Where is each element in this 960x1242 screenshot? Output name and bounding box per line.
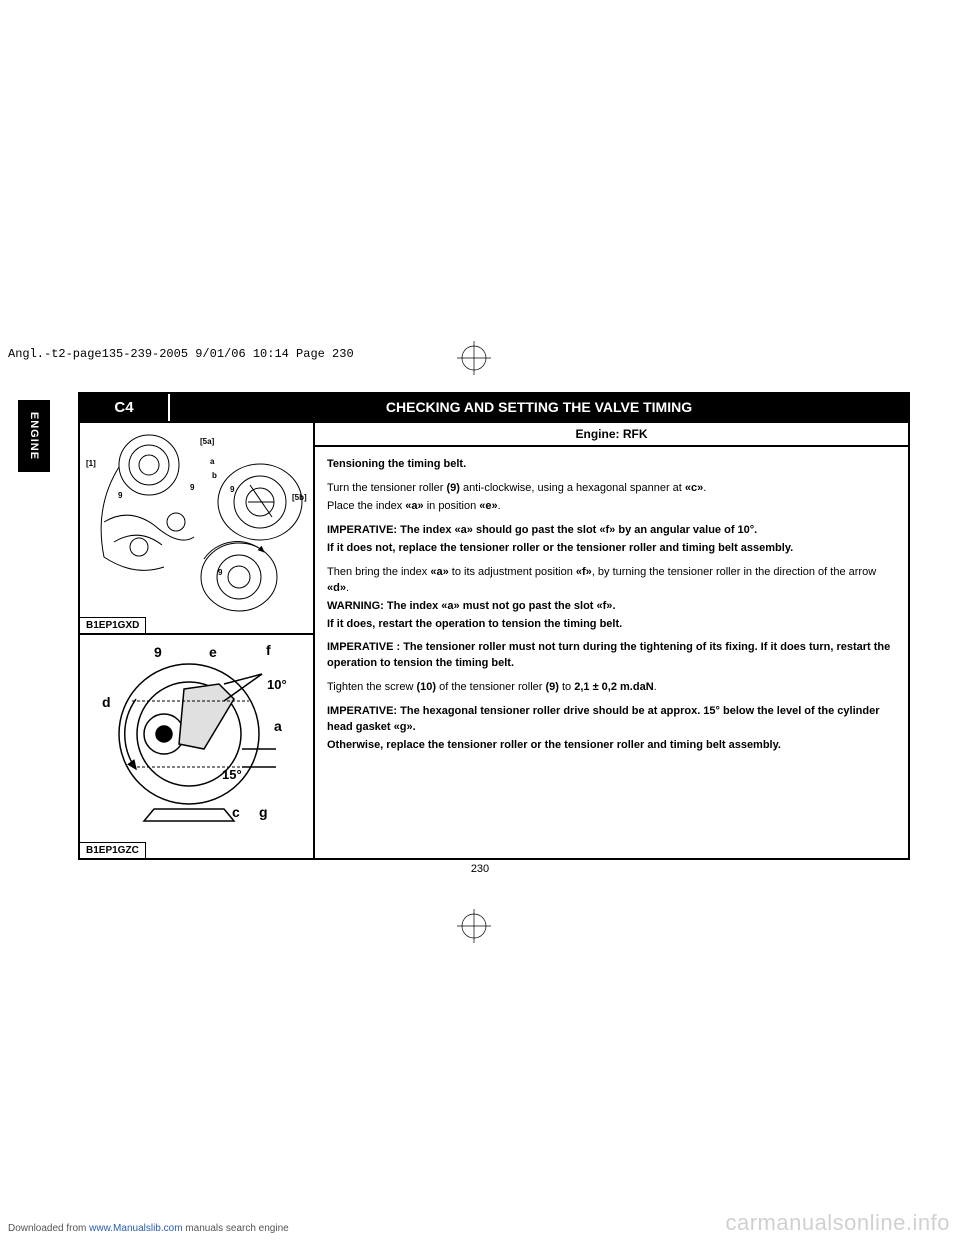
txt: . — [498, 500, 501, 512]
header-row: C4 CHECKING AND SETTING THE VALVE TIMING — [80, 394, 908, 423]
engine-row: Engine: RFK — [315, 423, 908, 447]
page-frame: C4 CHECKING AND SETTING THE VALVE TIMING — [78, 392, 910, 860]
txt: . — [346, 582, 349, 594]
footer-link[interactable]: www.Manualslib.com — [89, 1223, 182, 1234]
crop-mark-top — [457, 341, 491, 380]
figures-column: [1] [5a] [5b] a b 9 9 9 9 B1EP1GXD — [80, 423, 313, 858]
txt: «e» — [479, 500, 497, 512]
crop-mark-bottom — [457, 909, 491, 948]
figure-1-svg — [84, 427, 309, 615]
p-tensioning-title: Tensioning the timing belt. — [327, 457, 896, 473]
txt: must not go past the slot — [460, 600, 597, 612]
txt: should go past the slot — [473, 524, 600, 536]
txt: «a» — [430, 566, 448, 578]
txt: «d» — [327, 582, 346, 594]
fig1-label-5a: [5a] — [200, 437, 214, 446]
txt: of the tensioner roller — [436, 681, 545, 693]
txt: «a» — [455, 524, 473, 536]
p-tighten: Tighten the screw (10) of the tensioner … — [327, 680, 896, 696]
txt: to its adjustment position — [449, 566, 576, 578]
fig2-label-f: f — [266, 642, 271, 658]
txt: 2,1 ± 0,2 m.daN — [574, 681, 653, 693]
p-if-not: If it does not, replace the tensioner ro… — [327, 541, 896, 557]
fig1-label-a: a — [210, 457, 214, 466]
txt: Turn the tensioner roller — [327, 482, 446, 494]
txt: . — [413, 721, 416, 733]
fig1-label-b: b — [212, 471, 217, 480]
txt: IMPERATIVE: The index — [327, 524, 455, 536]
txt: . — [703, 482, 706, 494]
fig1-label-9-4: 9 — [218, 568, 222, 577]
header-model: C4 — [80, 394, 170, 421]
text-body: Tensioning the timing belt. Turn the ten… — [315, 447, 908, 770]
txt: «a» — [441, 600, 459, 612]
fig2-label-d: d — [102, 694, 111, 710]
figure-1: [1] [5a] [5b] a b 9 9 9 9 B1EP1GXD — [80, 423, 313, 635]
fig1-label-1: [1] — [86, 459, 96, 468]
body-row: [1] [5a] [5b] a b 9 9 9 9 B1EP1GXD — [80, 423, 908, 858]
fig2-label-g: g — [259, 804, 268, 820]
txt: «f» — [599, 524, 615, 536]
figure-2-caption: B1EP1GZC — [80, 842, 146, 858]
page-number: 230 — [0, 863, 960, 875]
p-if-does: If it does, restart the operation to ten… — [327, 617, 896, 633]
txt: in position — [424, 500, 480, 512]
fig2-label-a: a — [274, 718, 282, 734]
fig2-label-c: c — [232, 804, 240, 820]
txt: , by turning the tensioner roller in the… — [592, 566, 876, 578]
txt: WARNING: The index — [327, 600, 441, 612]
sidebar-tab-engine: ENGINE — [18, 400, 50, 472]
p-imperative-2: IMPERATIVE : The tensioner roller must n… — [327, 640, 896, 672]
p-place-index: Place the index «a» in position «e». — [327, 499, 896, 515]
p-imperative-1: IMPERATIVE: The index «a» should go past… — [327, 523, 896, 539]
txt: Tighten the screw — [327, 681, 416, 693]
figure-2: 9 e f d 10° a 15° c g B1EP1GZC — [80, 635, 313, 858]
fig2-label-e: e — [209, 644, 217, 660]
text-column: Engine: RFK Tensioning the timing belt. … — [313, 423, 908, 858]
txt: (10) — [416, 681, 436, 693]
figure-1-caption: B1EP1GXD — [80, 617, 146, 633]
txt: (9) — [446, 482, 459, 494]
fig1-label-9-3: 9 — [230, 485, 234, 494]
fig1-label-9-2: 9 — [190, 483, 194, 492]
txt: Place the index — [327, 500, 405, 512]
p-otherwise: Otherwise, replace the tensioner roller … — [327, 738, 896, 754]
footer-left: Downloaded from www.Manualslib.com manua… — [8, 1223, 289, 1234]
fig1-label-9-1: 9 — [118, 491, 122, 500]
p-turn-roller: Turn the tensioner roller (9) anti-clock… — [327, 481, 896, 497]
txt: . — [612, 600, 615, 612]
footer-watermark: carmanualsonline.info — [725, 1210, 950, 1236]
txt: anti-clockwise, using a hexagonal spanne… — [460, 482, 685, 494]
fig2-label-9: 9 — [154, 644, 162, 660]
footer-left-a: Downloaded from — [8, 1223, 89, 1234]
txt: by an angular value of 10°. — [615, 524, 757, 536]
txt: «c» — [685, 482, 703, 494]
txt: . — [654, 681, 657, 693]
txt: to — [559, 681, 574, 693]
figure-2-svg: 9 e f d 10° a 15° c g — [84, 639, 309, 839]
txt: Then bring the index — [327, 566, 430, 578]
p-warning: WARNING: The index «a» must not go past … — [327, 599, 896, 615]
footer-left-b: manuals search engine — [183, 1223, 289, 1234]
print-header: Angl.-t2-page135-239-2005 9/01/06 10:14 … — [8, 347, 354, 361]
header-title: CHECKING AND SETTING THE VALVE TIMING — [170, 394, 908, 421]
fig2-label-10deg: 10° — [267, 677, 287, 692]
p-imperative-3: IMPERATIVE: The hexagonal tensioner roll… — [327, 704, 896, 736]
txt: «f» — [576, 566, 592, 578]
sidebar-tab-label: ENGINE — [28, 412, 40, 460]
fig1-label-5b: [5b] — [292, 493, 307, 502]
fig2-label-15deg: 15° — [222, 767, 242, 782]
txt: (9) — [545, 681, 558, 693]
p-then-bring: Then bring the index «a» to its adjustme… — [327, 565, 896, 597]
txt: «g» — [394, 721, 413, 733]
txt: «a» — [405, 500, 423, 512]
txt: «f» — [597, 600, 613, 612]
